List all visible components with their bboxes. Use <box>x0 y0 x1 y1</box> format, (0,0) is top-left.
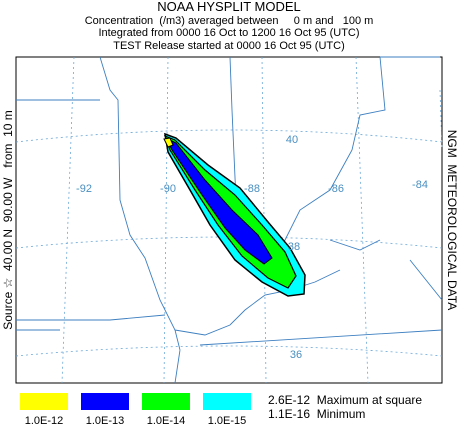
plume <box>163 132 306 297</box>
legend-label: 1.0E-14 <box>147 415 186 425</box>
title: NOAA HYSPLIT MODEL <box>157 0 301 14</box>
plume-1e-13 <box>164 136 273 265</box>
state-borders <box>16 56 443 384</box>
legend-swatch <box>203 393 251 410</box>
met-label: NGM METEOROLOGICAL DATA <box>445 130 458 310</box>
plume-1e-12 <box>163 137 174 148</box>
maximum-label: 2.6E-12 Maximum at square <box>268 393 422 407</box>
longitude-label: -84 <box>412 179 428 191</box>
subtitle: TEST Release started at 0000 16 Oct 95 (… <box>113 40 345 52</box>
legend-swatch <box>20 393 68 410</box>
legend-swatch <box>81 393 129 410</box>
minimum-label: 1.1E-16 Minimum <box>268 407 365 421</box>
longitude-label: -90 <box>160 183 176 195</box>
longitude-label: -86 <box>328 183 344 195</box>
latitude-label: 38 <box>288 241 300 253</box>
map: -92 -90 -88 -86 -84 40 38 36 <box>15 56 443 384</box>
latitude-label: 36 <box>290 349 302 361</box>
source-label: Source ☆ 40.00 N 90.00 W from 10 m <box>1 110 15 330</box>
longitude-label: -88 <box>244 183 260 195</box>
legend: 2.6E-12 Maximum at square 1.1E-16 Minimu… <box>20 393 422 425</box>
legend-label: 1.0E-15 <box>208 415 247 425</box>
latitude-label: 40 <box>286 134 298 146</box>
legend-swatch <box>142 393 190 410</box>
subtitle: Concentration (/m3) averaged between 0 m… <box>85 15 374 27</box>
subtitle: Integrated from 0000 16 Oct to 1200 16 O… <box>98 27 359 39</box>
longitude-label: -92 <box>76 183 92 195</box>
legend-label: 1.0E-12 <box>25 415 64 425</box>
legend-label: 1.0E-13 <box>86 415 125 425</box>
